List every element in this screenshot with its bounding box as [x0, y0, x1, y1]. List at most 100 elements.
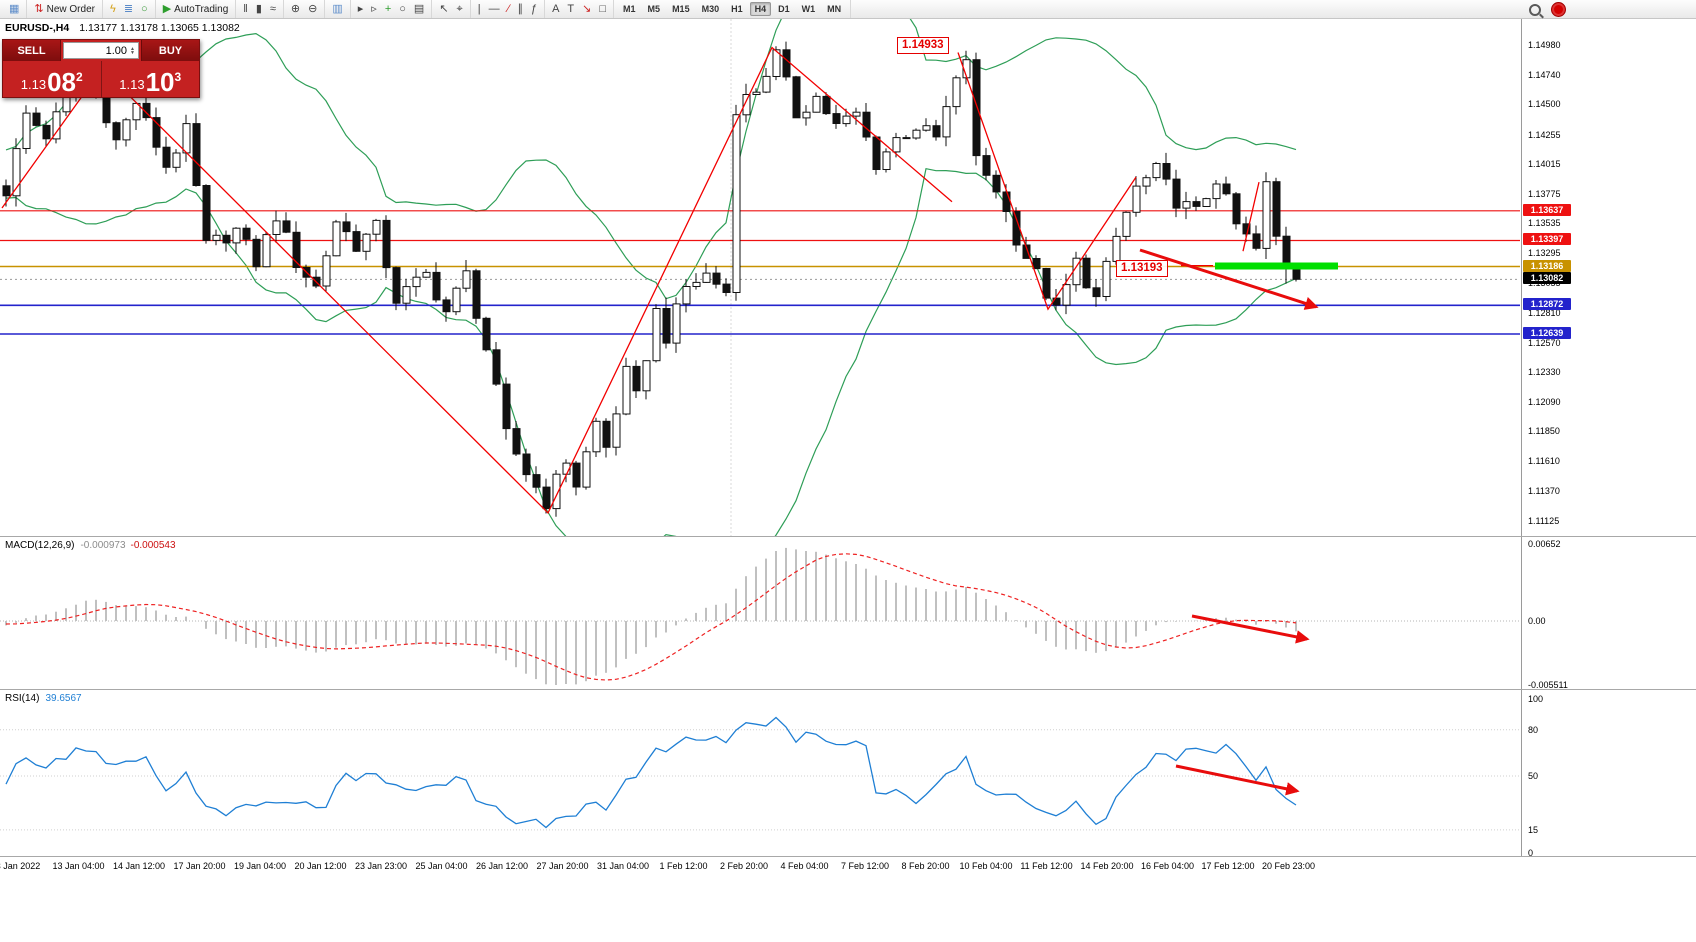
price-tick: 1.14255 [1528, 129, 1561, 140]
line-chart-icon[interactable]: ≈ [266, 1, 280, 17]
timeframe-d1[interactable]: D1 [773, 2, 795, 16]
mql5-community-icon[interactable]: ○ [137, 1, 152, 17]
sell-button[interactable]: SELL [3, 40, 61, 61]
indicators-icon[interactable]: + [381, 1, 395, 17]
macd-axis-label: -0.005511 [1528, 680, 1568, 690]
tile-windows-icon[interactable]: ▥ [328, 1, 346, 17]
time-label: 26 Jan 12:00 [475, 861, 529, 871]
price-tick: 1.12570 [1528, 337, 1561, 348]
timeframe-w1[interactable]: W1 [797, 2, 821, 16]
volume-input[interactable]: 1.00 ▲ ▼ [63, 42, 139, 59]
search-icon[interactable] [1529, 3, 1541, 16]
autotrading-button[interactable]: ▶ AutoTrading [159, 1, 233, 17]
toolbar-group: ▥ [325, 0, 351, 18]
timeframe-m5[interactable]: M5 [643, 2, 666, 16]
chart-window-icon[interactable]: ▦ [5, 1, 23, 17]
label-icon[interactable]: T [563, 1, 578, 17]
channel-icon[interactable]: ∥ [513, 1, 527, 17]
macd-axis[interactable]: 0.00652 0.00 -0.005511 [1521, 537, 1696, 689]
ask-price[interactable]: 1.13 10 3 [100, 61, 200, 97]
timeframe-mn[interactable]: MN [822, 2, 846, 16]
fibonacci-icon[interactable]: ƒ [527, 1, 541, 17]
time-label: 19 Jan 04:00 [233, 861, 287, 871]
auto-scroll-icon: ▸ [357, 2, 364, 15]
volume-spinner[interactable]: ▲ ▼ [130, 45, 135, 56]
bid-price[interactable]: 1.13 08 2 [20, 67, 83, 97]
rsi-axis-label: 100 [1528, 694, 1544, 704]
price-tag-1.12872: 1.12872 [1523, 298, 1571, 311]
time-label: 17 Feb 12:00 [1201, 861, 1255, 871]
rsi-down-arrow[interactable] [1175, 764, 1300, 796]
zoom-out-icon[interactable]: ⊖ [304, 1, 321, 17]
depth-of-market-icon[interactable]: ≣ [120, 1, 137, 17]
price-chart-svg[interactable] [0, 19, 1520, 536]
autotrading-button-label: AutoTrading [174, 3, 229, 15]
candlestick-chart-icon[interactable]: ▮ [252, 1, 266, 17]
time-label: 2 Feb 20:00 [719, 861, 769, 871]
timeframe-m1[interactable]: M1 [618, 2, 641, 16]
price-tick: 1.14980 [1528, 40, 1561, 51]
price-chart-area[interactable]: EURUSD-,H4 1.13177 1.13178 1.13065 1.1308… [0, 19, 1696, 537]
bollinger-lower-line[interactable] [5, 167, 1297, 536]
auto-scroll-icon[interactable]: ▸ [354, 1, 368, 17]
toolbar-group: ▦ [2, 0, 28, 18]
shapes-icon[interactable]: □ [595, 1, 610, 17]
bar-chart-icon[interactable]: ‖ [239, 1, 252, 17]
symbol-label: EURUSD-,H4 [5, 22, 70, 34]
timeframe-h4[interactable]: H4 [749, 2, 772, 16]
trendline-object[interactable] [1242, 181, 1260, 252]
templates-icon[interactable]: ▤ [410, 1, 428, 17]
macd-signal-line [5, 553, 1297, 681]
trendline-object[interactable] [1, 46, 953, 515]
support-zone-rect[interactable] [1215, 262, 1338, 270]
new-order-button[interactable]: ⇅ New Order [30, 1, 99, 17]
price-axis[interactable]: 1.14980 1.14740 1.14500 1.14255 1.14015 1.137… [1521, 19, 1696, 536]
toolbar-groups: ▦ ⇅ New Order ϟ ≣ ○ ▶ AutoTrading ‖ ▮ ≈ ⊕ ⊖ ▥ ▸ ▹ + ○ ▤ ↖ ⌖ |… [2, 0, 852, 18]
down-arrow-object[interactable] [1139, 248, 1319, 310]
buy-button[interactable]: BUY [141, 40, 199, 61]
macd-down-arrow[interactable] [1191, 614, 1310, 644]
horizontal-line-icon[interactable]: ― [485, 1, 504, 17]
toolbar-group: A T ↘ □ [545, 0, 615, 18]
time-axis[interactable]: 3 Jan 2022 13 Jan 04:00 14 Jan 12:00 17 Jan… [0, 857, 1696, 942]
crosshair-icon[interactable]: ⌖ [453, 1, 467, 17]
rsi-indicator-panel[interactable]: RSI(14) 39.6567 100 80 50 15 0 [0, 690, 1696, 857]
macd-indicator-panel[interactable]: MACD(12,26,9) -0.000973 -0.000543 0.00652 0… [0, 537, 1696, 690]
cursor-icon[interactable]: ↖ [435, 1, 452, 17]
community-icon[interactable] [1551, 2, 1566, 17]
arrow-object-icon: ↘ [582, 2, 592, 15]
zoom-out-icon: ⊖ [308, 2, 318, 15]
mql5-community-icon: ○ [141, 2, 148, 15]
text-icon: A [552, 2, 560, 15]
time-label: 11 Feb 12:00 [1020, 861, 1073, 871]
trendline-object[interactable] [957, 52, 1137, 311]
price-annotation[interactable]: 1.14933 [897, 37, 949, 54]
periods-icon[interactable]: ○ [395, 1, 410, 17]
periods-icon: ○ [399, 2, 406, 15]
timeframe-m30[interactable]: M30 [697, 2, 725, 16]
timeframe-group: M1 M5 M15 M30 H1 H4 D1 W1 MN [614, 0, 852, 18]
vertical-line-icon: | [477, 2, 481, 15]
text-icon[interactable]: A [548, 1, 563, 17]
toolbar-group: ↖ ⌖ [432, 0, 471, 18]
metaeditor-icon[interactable]: ϟ [106, 1, 120, 17]
chart-header: EURUSD-,H4 1.13177 1.13178 1.13065 1.1308… [5, 22, 240, 34]
tile-windows-icon: ▥ [332, 2, 343, 15]
candles-group[interactable] [2, 41, 1301, 517]
price-tag-1.12639: 1.12639 [1523, 327, 1571, 340]
chart-shift-icon[interactable]: ▹ [367, 1, 381, 17]
bollinger-upper-line[interactable] [5, 19, 1297, 300]
zoom-in-icon[interactable]: ⊕ [287, 1, 304, 17]
trendline-icon[interactable]: ∕ [504, 1, 514, 17]
macd-svg[interactable] [0, 537, 1520, 689]
metaeditor-icon: ϟ [109, 2, 116, 15]
vertical-line-icon[interactable]: | [474, 1, 485, 17]
rsi-axis[interactable]: 100 80 50 15 0 [1521, 690, 1696, 856]
timeframe-m15[interactable]: M15 [667, 2, 695, 16]
price-annotation[interactable]: 1.13193 [1116, 260, 1168, 277]
time-label: 25 Jan 04:00 [415, 861, 468, 871]
rsi-svg[interactable] [0, 690, 1520, 856]
arrow-object-icon[interactable]: ↘ [578, 1, 595, 17]
timeframe-h1[interactable]: H1 [726, 2, 748, 16]
